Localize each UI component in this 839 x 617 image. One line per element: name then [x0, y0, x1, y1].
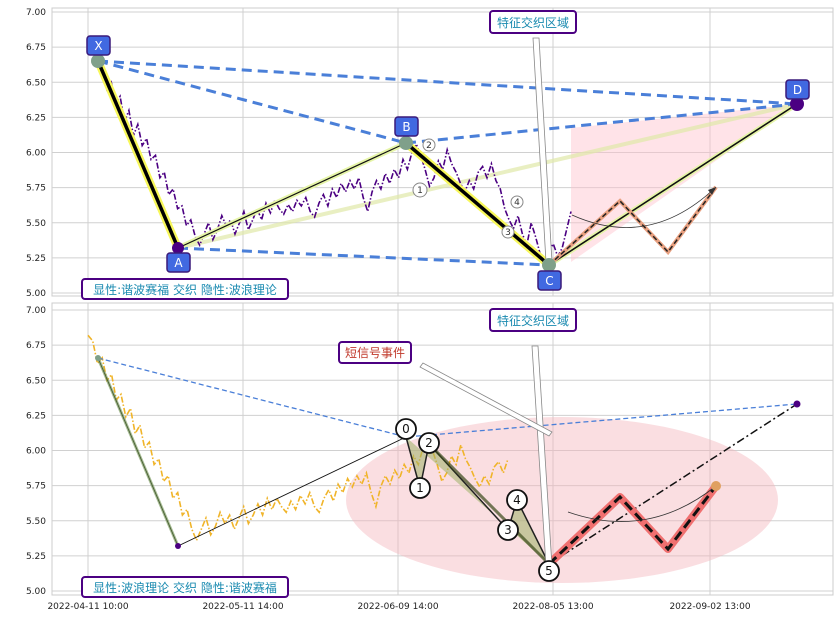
x-tick-label: 2022-04-11 10:00	[47, 602, 128, 612]
wave-number-1: 1	[416, 481, 424, 495]
y-tick-label: 6.00	[26, 447, 46, 457]
top-caption-box: 显性:谐波赛福 交织 隐性:波浪理论	[81, 278, 289, 300]
leg-bc	[404, 141, 551, 267]
bottom-panel: 7.006.756.506.256.005.755.505.255.00 202…	[26, 302, 834, 612]
wave-marker-4	[510, 195, 524, 209]
signal-callout: 短信号事件	[338, 341, 412, 364]
y-tick-label: 5.50	[26, 517, 46, 527]
line-x-b	[97, 59, 407, 145]
bottom-caption-box: 显性:波浪理论 交织 隐性:谐波赛福	[81, 576, 289, 598]
label-x-text: X	[94, 39, 102, 53]
point-a-dot	[172, 242, 184, 254]
label-d-text: D	[793, 83, 802, 97]
label-c: C	[537, 270, 562, 291]
y-tick-label: 6.50	[26, 78, 46, 88]
wave-label-1: 1	[417, 186, 423, 196]
bottom-plot-area	[51, 302, 834, 596]
top-region-callout: 特征交织区域	[489, 10, 577, 34]
y-tick-label: 6.25	[26, 411, 46, 421]
bottom-caption: 显性:波浪理论 交织 隐性:谐波赛福	[93, 580, 277, 595]
label-a-text: A	[174, 256, 183, 270]
top-panel: 7.00 6.75 6.50 6.25 6.00 5.75 5.50 5.25 5.00 2 1	[26, 7, 834, 300]
point-x-dot-bottom	[95, 355, 101, 361]
projection-curve	[567, 485, 717, 522]
wave-marker-2	[422, 138, 436, 152]
y-tick-label: 6.75	[26, 341, 46, 351]
wave-label-2: 2	[426, 141, 432, 151]
point-b-dot	[399, 136, 413, 150]
y-tick-label: 6.25	[26, 113, 46, 123]
wave-circle-5: 5	[538, 560, 560, 582]
wave-number-0: 0	[402, 422, 410, 436]
top-region-label: 特征交织区域	[497, 15, 569, 30]
wave-circle-2: 2	[418, 432, 440, 454]
x-tick-label: 2022-06-09 14:00	[357, 602, 438, 612]
point-x-dot	[91, 54, 105, 68]
bottom-price-series	[87, 334, 509, 543]
y-tick-label: 7.00	[26, 8, 46, 18]
wave-number-2: 2	[425, 436, 433, 450]
wave-marker-1	[412, 182, 428, 198]
x-axis: 2022-04-11 10:00 2022-05-11 14:00 2022-06-…	[47, 602, 750, 612]
target-dot	[793, 400, 801, 408]
wave-number-3: 3	[504, 523, 512, 537]
y-tick-label: 6.00	[26, 149, 46, 159]
y-tick-label: 6.50	[26, 376, 46, 386]
leg-xa	[96, 60, 180, 249]
projection-path	[547, 485, 718, 566]
wave-circle-1: 1	[409, 477, 431, 499]
y-tick-label: 5.00	[26, 289, 46, 299]
point-c-dot	[542, 258, 556, 272]
y-tick-label: 7.00	[26, 306, 46, 316]
label-c-text: C	[545, 274, 553, 288]
leg-cd	[548, 103, 798, 266]
wave-label-4: 4	[514, 198, 520, 208]
leg-ab	[177, 142, 407, 249]
wave-circle-0: 0	[395, 418, 417, 440]
signal-arrow	[419, 362, 553, 437]
bottom-region-label: 特征交织区域	[497, 313, 569, 328]
y-tick-label: 6.75	[26, 43, 46, 53]
x-tick-label: 2022-05-11 14:00	[202, 602, 283, 612]
top-price-series	[97, 62, 572, 265]
x-tick-label: 2022-08-05 13:00	[512, 602, 593, 612]
bottom-guide-line	[97, 357, 798, 438]
x-tick-label: 2022-09-02 13:00	[669, 602, 750, 612]
y-tick-label: 5.50	[26, 219, 46, 229]
y-tick-label: 5.75	[26, 482, 46, 492]
y-tick-label: 5.25	[26, 552, 46, 562]
wave-marker-3	[501, 225, 515, 239]
target-line	[548, 403, 798, 565]
projection-arrowhead	[708, 187, 716, 195]
label-b-text: B	[402, 120, 410, 134]
wave-number-4: 4	[513, 493, 521, 507]
projection-zigzag	[548, 186, 717, 266]
line-b-d	[405, 102, 798, 145]
line-a-c	[177, 246, 550, 267]
bottom-leg-xa-glow	[96, 357, 180, 547]
label-x: X	[86, 35, 111, 56]
label-a: A	[166, 252, 191, 273]
y-tick-label: 5.25	[26, 254, 46, 264]
line-x-d	[97, 59, 798, 106]
y-tick-label: 5.00	[26, 587, 46, 597]
signal-label: 短信号事件	[345, 346, 405, 360]
point-a-dot-bottom	[175, 543, 181, 549]
projection-endpoint	[711, 481, 721, 491]
y-tick-label: 5.75	[26, 184, 46, 194]
bottom-y-axis: 7.00 6.75 6.50 6.25 6.00 5.75 5.50 5.25 5.00	[26, 306, 46, 597]
projection-arc	[571, 186, 717, 228]
wave-circle-4: 4	[506, 489, 528, 511]
wave-label-3: 3	[505, 228, 511, 238]
wave-number-5: 5	[545, 564, 553, 578]
bottom-region-callout: 特征交织区域	[489, 308, 577, 332]
label-b: B	[394, 116, 419, 137]
top-y-axis: 7.00 6.75 6.50 6.25 6.00 5.75 5.50 5.25 5.00	[26, 8, 46, 299]
wave-trend-line	[427, 442, 551, 566]
wave-circle-3: 3	[497, 519, 519, 541]
top-caption: 显性:谐波赛福 交织 隐性:波浪理论	[93, 282, 277, 297]
point-d-dot	[790, 97, 804, 111]
label-d: D	[785, 79, 810, 100]
